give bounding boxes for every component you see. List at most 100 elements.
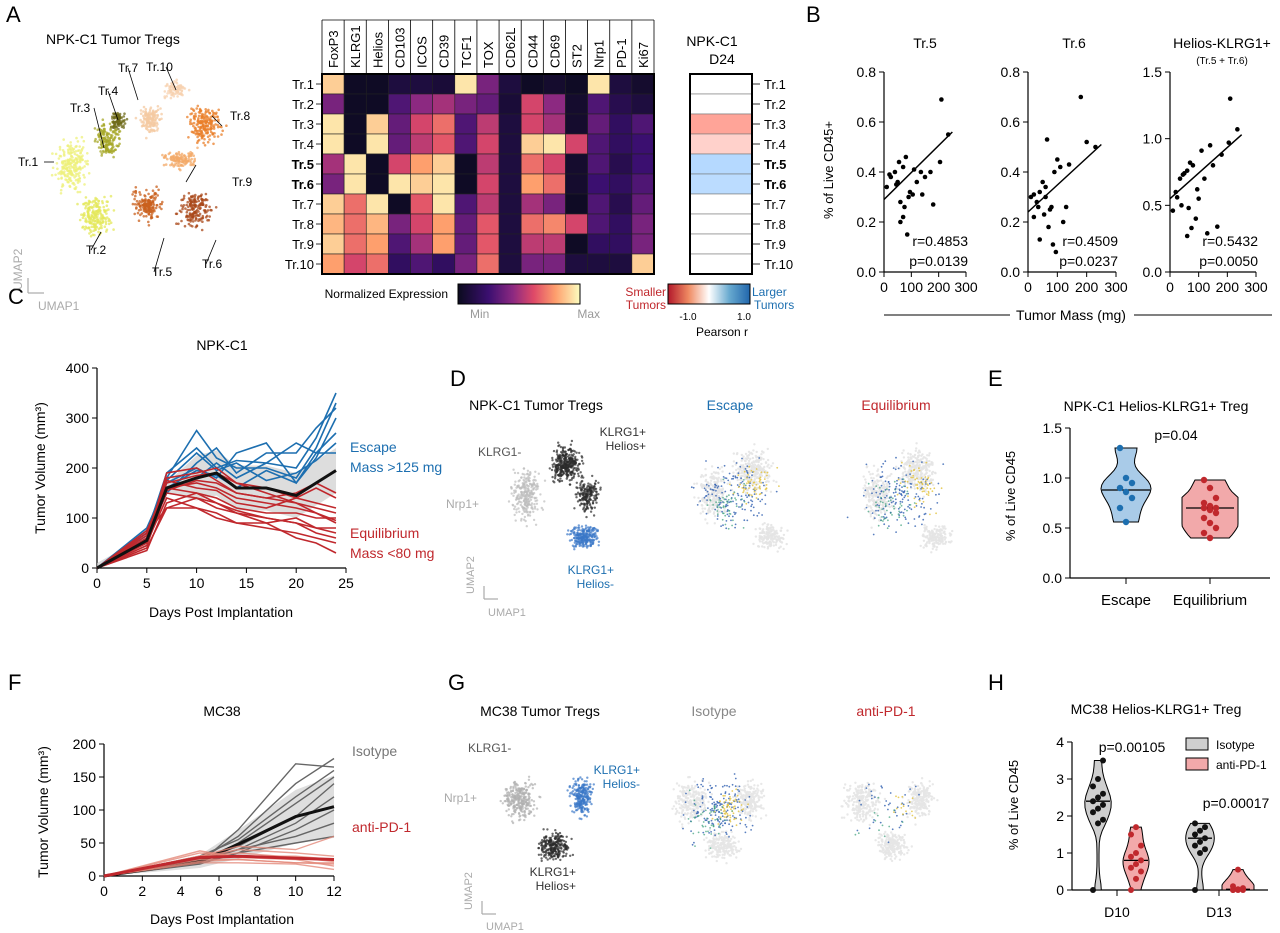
umap-a-point: [80, 213, 83, 216]
d-umap-point: [512, 468, 515, 471]
d-umap-density-point: [883, 498, 887, 501]
umap-a-point: [149, 203, 153, 207]
d-umap-point: [592, 499, 595, 503]
d-umap-point: [526, 510, 529, 514]
umap-a-point: [87, 220, 91, 223]
d-umap-density-point: [711, 484, 715, 487]
f-y-label: Tumor Volume (mm³): [35, 746, 51, 878]
d-umap-density-point: [924, 490, 927, 493]
heatmap-marker-label: ICOS: [415, 36, 430, 68]
f-isotype-label: Isotype: [352, 743, 397, 759]
d-umap-density-point: [898, 489, 901, 492]
umap-a-point: [186, 115, 189, 119]
d-umap-density-point: [892, 505, 895, 508]
umap-a-point: [99, 212, 103, 216]
d-umap-density-point: [734, 512, 737, 514]
d-umap-density-point: [922, 487, 925, 490]
d-umap-density-point: [876, 468, 880, 471]
d-umap-density-point: [886, 527, 889, 530]
umap-a-point: [85, 220, 88, 224]
umap-a-point: [135, 199, 139, 203]
heatmap-cell: [432, 93, 456, 115]
d-umap-density-point: [872, 488, 875, 490]
d-umap-density-point: [761, 545, 764, 548]
umap-a-point: [180, 219, 183, 223]
umap-a-point: [192, 121, 196, 125]
d-umap-density-point: [920, 480, 922, 483]
d-umap-density-point: [914, 456, 917, 460]
heatmap-cell: [388, 173, 411, 195]
d-umap-point: [574, 459, 577, 462]
umap-a-point: [177, 150, 181, 154]
d-umap-density-point: [916, 477, 918, 480]
umap-a-point: [98, 206, 102, 209]
umap-a-point: [186, 218, 189, 222]
heatmap-cell: [609, 173, 633, 195]
d-umap-density-point: [705, 502, 708, 505]
d-umap-density-point: [703, 496, 706, 499]
d-umap-point: [570, 473, 573, 477]
d-umap-density-point: [718, 501, 720, 504]
smaller-tumors-label-1: Smaller: [625, 285, 666, 299]
umap-a-cluster-label: Tr.8: [230, 109, 251, 123]
d-umap-density-point: [768, 544, 771, 547]
umap-a-point: [145, 202, 149, 206]
d-umap-density-point: [881, 516, 883, 518]
d-umap-point: [527, 497, 530, 501]
umap-a-point: [206, 128, 209, 132]
y-tick-label: 0.2: [1001, 214, 1021, 230]
d-umap-density-point: [915, 502, 918, 505]
heatmap-row-labels: Tr.1Tr.2Tr.3Tr.4Tr.5Tr.6Tr.7Tr.8Tr.9Tr.1…: [285, 77, 322, 272]
correlation-row-label: Tr.4: [764, 137, 786, 152]
d-umap-density-point: [734, 523, 737, 526]
d-umap-density-point: [772, 526, 775, 529]
umap-a-point: [121, 119, 124, 122]
d-umap-density-point: [708, 485, 710, 487]
umap-a-point: [208, 138, 211, 141]
d-umap-density-point: [870, 490, 873, 493]
heatmap-cell: [365, 193, 389, 215]
d-umap-density-point: [950, 540, 953, 543]
d-umap-density-point: [700, 474, 703, 477]
b-data-point: [1037, 189, 1043, 195]
umap-scatter: [50, 78, 228, 238]
heatmap-cell: [543, 133, 566, 155]
d-umap-density-point: [913, 453, 917, 457]
d-umap-density-point: [757, 498, 760, 501]
umap-a-point: [182, 159, 186, 163]
umap-a-point: [78, 145, 81, 148]
umap-a-point: [204, 121, 208, 125]
d-umap-density-point: [750, 478, 753, 481]
d-umap-density-point: [901, 490, 903, 492]
d-umap-density-point: [891, 514, 893, 516]
d-umap-density-point: [766, 477, 769, 480]
umap-a-point: [208, 118, 211, 122]
d-umap-density-point: [867, 510, 870, 513]
d-umap-density-point: [870, 476, 873, 480]
b-data-point: [1031, 214, 1037, 220]
c-escape-mass-label: Mass >125 mg: [350, 459, 442, 475]
d-umap-point: [577, 524, 580, 527]
b-x-label: Tumor Mass (mg): [1016, 307, 1126, 323]
d-umap-density-point: [755, 483, 758, 486]
d-umap-density-point: [871, 472, 874, 476]
umap-a-point: [169, 90, 173, 93]
d-umap-point: [531, 496, 534, 499]
d-umap-density-point: [892, 500, 895, 503]
heatmap-cell: [498, 253, 522, 275]
umap-a-point: [197, 114, 201, 118]
d-umap-density-point: [884, 460, 887, 463]
panel-f: MC38 Isotype anti-PD-1 Tumor Volume (mm³…: [35, 703, 411, 927]
e-data-point: [1122, 474, 1130, 482]
y-tick-label: 0: [81, 560, 89, 576]
d-umap-density-point: [917, 480, 920, 483]
d-umap-point: [565, 471, 568, 474]
heatmap-cell: [410, 113, 433, 135]
umap-a-point: [93, 127, 97, 130]
heatmap-cell: [476, 133, 500, 155]
d-umap-density-point: [912, 476, 914, 479]
umap-a-point: [86, 159, 89, 163]
d-umap-density-point: [739, 465, 742, 468]
umap-a-point: [172, 154, 176, 157]
heatmap-cell: [454, 153, 478, 175]
